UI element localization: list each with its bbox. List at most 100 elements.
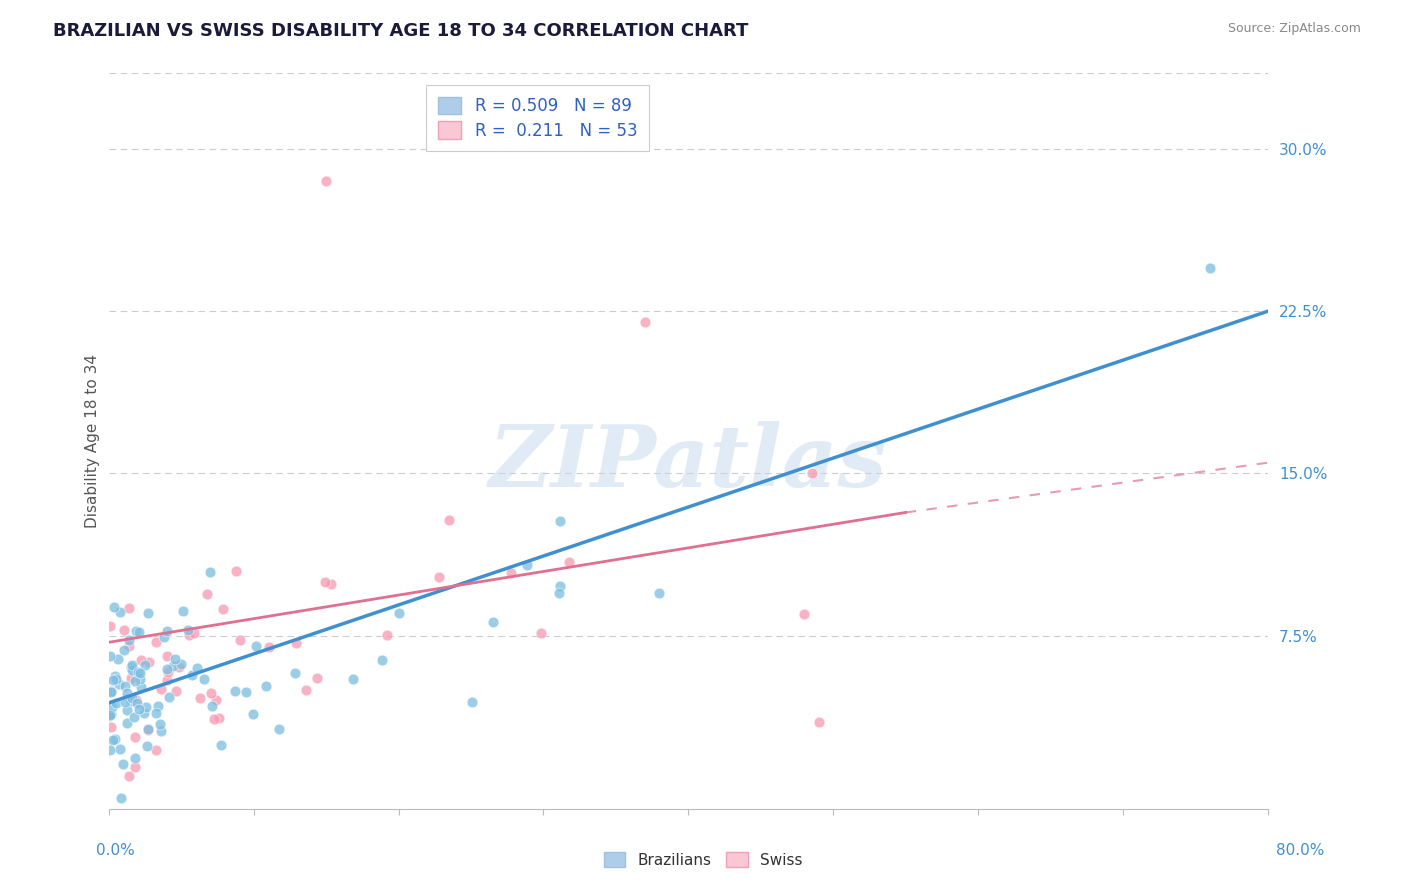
Point bbox=[165, 684, 187, 698]
Point bbox=[118, 632, 141, 647]
Point bbox=[125, 696, 148, 710]
Point bbox=[439, 513, 461, 527]
Point bbox=[193, 672, 215, 686]
Point bbox=[121, 657, 143, 672]
Point bbox=[516, 558, 538, 572]
Point bbox=[129, 653, 152, 667]
Point bbox=[120, 659, 142, 673]
Point bbox=[127, 665, 149, 680]
Point bbox=[121, 691, 143, 706]
Point bbox=[107, 652, 129, 666]
Point bbox=[101, 733, 124, 747]
Point bbox=[101, 673, 124, 687]
Point bbox=[501, 566, 523, 581]
Point bbox=[100, 619, 122, 633]
Point bbox=[100, 684, 122, 698]
Point bbox=[112, 623, 135, 637]
Point bbox=[482, 615, 505, 629]
Point bbox=[108, 606, 131, 620]
Point bbox=[342, 673, 364, 687]
Point bbox=[115, 716, 138, 731]
Point bbox=[118, 769, 141, 783]
Point bbox=[124, 751, 146, 765]
Point bbox=[136, 722, 159, 736]
Point bbox=[315, 174, 337, 188]
Point bbox=[112, 642, 135, 657]
Point bbox=[257, 640, 280, 654]
Point bbox=[156, 665, 179, 679]
Point bbox=[156, 649, 179, 664]
Point bbox=[209, 739, 232, 753]
Point bbox=[800, 467, 823, 481]
Point bbox=[132, 706, 155, 721]
Point bbox=[254, 680, 277, 694]
Point bbox=[115, 703, 138, 717]
Point bbox=[793, 607, 815, 622]
Point bbox=[212, 602, 235, 616]
Point bbox=[115, 686, 138, 700]
Point bbox=[136, 739, 159, 753]
Point bbox=[294, 682, 316, 697]
Point bbox=[103, 600, 125, 615]
Point bbox=[104, 669, 127, 683]
Point bbox=[195, 587, 218, 601]
Point bbox=[103, 732, 125, 747]
Point bbox=[124, 673, 146, 688]
Text: Source: ZipAtlas.com: Source: ZipAtlas.com bbox=[1227, 22, 1361, 36]
Point bbox=[550, 514, 572, 528]
Text: BRAZILIAN VS SWISS DISABILITY AGE 18 TO 34 CORRELATION CHART: BRAZILIAN VS SWISS DISABILITY AGE 18 TO … bbox=[53, 22, 749, 40]
Point bbox=[530, 626, 553, 640]
Point bbox=[370, 653, 392, 667]
Point bbox=[186, 661, 208, 675]
Point bbox=[285, 636, 308, 650]
Point bbox=[136, 723, 159, 737]
Point bbox=[387, 606, 409, 620]
Point bbox=[245, 639, 267, 653]
Point bbox=[98, 709, 121, 723]
Point bbox=[114, 696, 136, 710]
Point bbox=[121, 663, 143, 677]
Point bbox=[205, 693, 228, 707]
Point bbox=[149, 717, 172, 731]
Point bbox=[163, 652, 186, 666]
Point bbox=[229, 632, 252, 647]
Point bbox=[305, 671, 328, 685]
Point bbox=[167, 660, 190, 674]
Point bbox=[124, 759, 146, 773]
Point bbox=[548, 586, 571, 600]
Point bbox=[202, 713, 225, 727]
Point bbox=[108, 742, 131, 756]
Point bbox=[156, 662, 179, 676]
Point bbox=[145, 634, 167, 648]
Point bbox=[200, 685, 222, 699]
Point bbox=[648, 585, 671, 599]
Point bbox=[149, 723, 172, 738]
Point bbox=[112, 756, 135, 771]
Point bbox=[145, 706, 167, 721]
Point bbox=[128, 666, 150, 681]
Point bbox=[461, 695, 484, 709]
Point bbox=[153, 630, 176, 644]
Point bbox=[98, 649, 121, 664]
Point bbox=[125, 624, 148, 639]
Point bbox=[150, 682, 173, 697]
Y-axis label: Disability Age 18 to 34: Disability Age 18 to 34 bbox=[86, 354, 100, 528]
Point bbox=[100, 720, 122, 734]
Point bbox=[242, 707, 264, 722]
Point bbox=[100, 685, 122, 699]
Point bbox=[156, 624, 179, 638]
Point bbox=[162, 658, 184, 673]
Point bbox=[177, 623, 200, 637]
Point bbox=[157, 690, 180, 704]
Point bbox=[110, 791, 132, 805]
Point bbox=[146, 699, 169, 714]
Point bbox=[156, 673, 179, 687]
Point bbox=[235, 684, 257, 698]
Point bbox=[100, 706, 122, 721]
Point bbox=[104, 696, 127, 710]
Point bbox=[128, 625, 150, 640]
Point bbox=[98, 708, 121, 723]
Point bbox=[117, 639, 139, 653]
Point bbox=[181, 667, 204, 681]
Point bbox=[634, 315, 657, 329]
